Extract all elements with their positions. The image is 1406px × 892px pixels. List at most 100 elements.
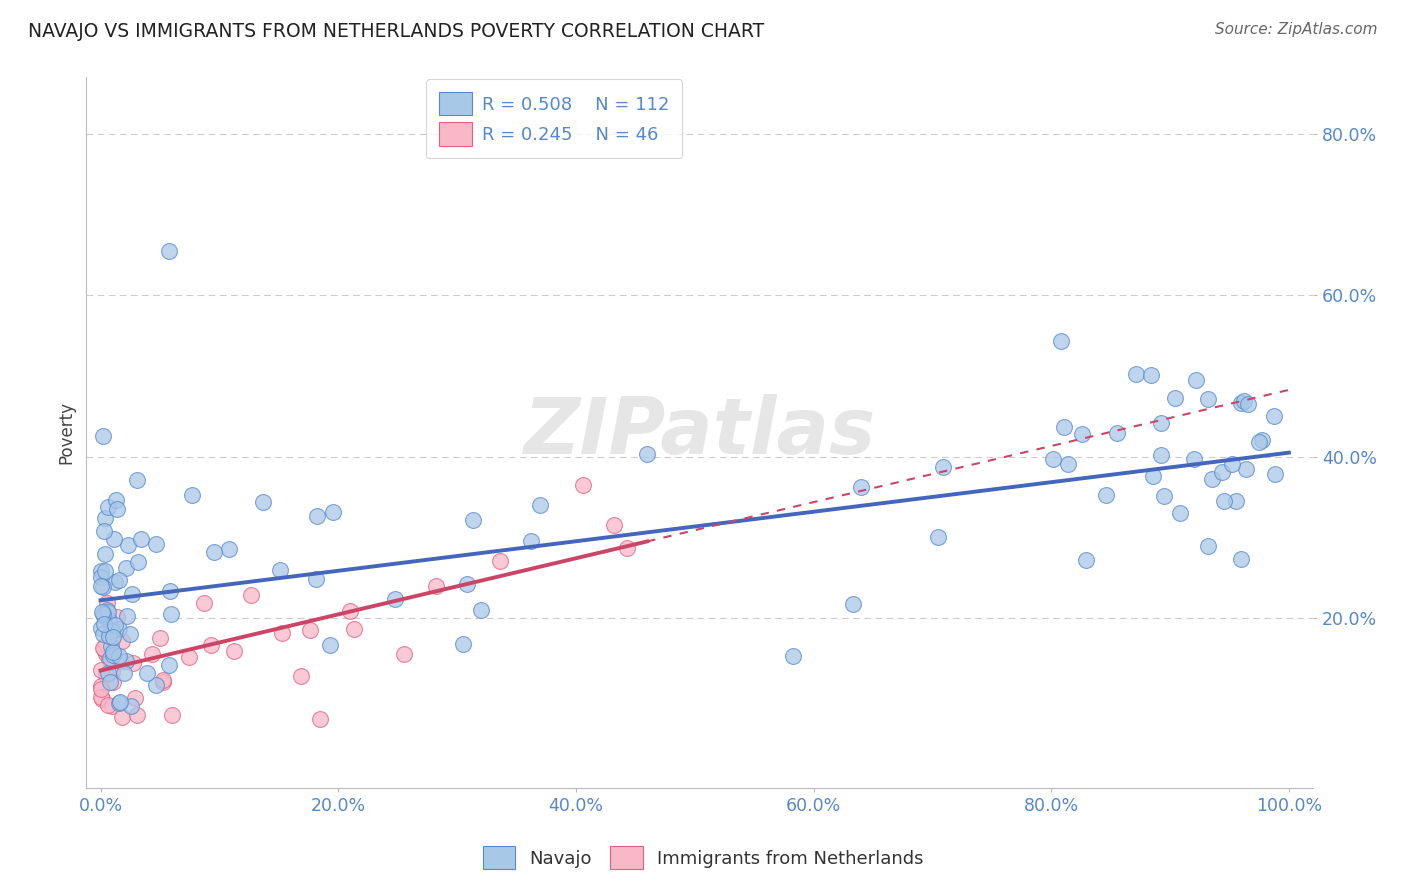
Point (1053, 420, 1076, 434)
Point (1220, 457, 1243, 471)
Point (425, 579, 447, 593)
Point (1229, 395, 1251, 409)
Point (309, 712, 332, 726)
Point (90, 692, 112, 706)
Point (1263, 409, 1285, 423)
Point (1201, 472, 1223, 486)
Point (108, 654, 131, 668)
Point (96, 698, 118, 712)
Point (121, 587, 143, 601)
Point (1050, 334, 1073, 348)
Point (1042, 451, 1064, 466)
Point (93, 642, 115, 657)
Point (1168, 506, 1191, 520)
Point (160, 707, 183, 722)
Point (91, 605, 114, 619)
Point (145, 537, 167, 551)
Point (636, 447, 658, 461)
Point (94, 547, 117, 561)
Point (97, 500, 120, 514)
Point (1233, 393, 1256, 408)
Point (94, 637, 117, 651)
Point (1153, 490, 1175, 504)
Point (104, 574, 127, 589)
Point (529, 498, 551, 512)
Point (101, 630, 124, 644)
Point (1164, 391, 1187, 405)
Point (456, 577, 478, 591)
Point (124, 691, 146, 706)
Point (1213, 494, 1236, 508)
Point (104, 618, 127, 632)
Point (103, 631, 125, 645)
Point (100, 639, 122, 653)
Point (90, 570, 112, 584)
Point (103, 645, 125, 659)
Point (97, 666, 120, 681)
Legend: R = 0.508    N = 112, R = 0.245    N = 46: R = 0.508 N = 112, R = 0.245 N = 46 (426, 79, 682, 158)
Point (105, 492, 128, 507)
Point (200, 638, 222, 652)
Point (343, 622, 366, 636)
Point (103, 532, 125, 546)
Point (108, 695, 131, 709)
Point (97, 629, 120, 643)
Point (115, 655, 138, 669)
Point (90, 681, 112, 696)
Point (1211, 465, 1233, 479)
Point (384, 592, 406, 607)
Point (94, 510, 117, 524)
Point (90, 564, 112, 578)
Point (842, 597, 865, 611)
Point (91, 580, 114, 594)
Point (1095, 488, 1118, 502)
Point (96, 647, 118, 661)
Point (319, 638, 342, 652)
Point (1197, 539, 1219, 553)
Point (160, 607, 183, 622)
Point (463, 514, 485, 528)
Point (127, 555, 149, 569)
Point (1105, 426, 1128, 441)
Point (90, 621, 112, 635)
Text: ZIPatlas: ZIPatlas (523, 394, 876, 470)
Point (136, 665, 159, 680)
Point (101, 665, 124, 679)
Point (1225, 493, 1247, 508)
Point (94, 668, 117, 682)
Point (470, 603, 492, 617)
Point (269, 563, 291, 577)
Point (1230, 552, 1253, 566)
Point (90, 679, 112, 693)
Point (932, 460, 955, 475)
Text: Source: ZipAtlas.com: Source: ZipAtlas.com (1215, 22, 1378, 37)
Point (1142, 468, 1164, 483)
Point (131, 533, 153, 547)
Point (1182, 452, 1205, 467)
Point (111, 710, 134, 724)
Point (141, 648, 163, 662)
Point (101, 699, 124, 714)
Point (122, 657, 145, 671)
Point (193, 597, 215, 611)
Point (1150, 416, 1173, 430)
Point (616, 541, 638, 556)
Y-axis label: Poverty: Poverty (58, 401, 75, 464)
Point (94, 564, 117, 578)
Point (90, 690, 112, 705)
Point (290, 669, 312, 683)
Point (1125, 368, 1147, 382)
Point (520, 533, 543, 548)
Point (1150, 448, 1173, 462)
Point (252, 495, 274, 509)
Point (224, 644, 246, 658)
Point (392, 647, 415, 661)
Point (1234, 461, 1257, 475)
Point (1249, 434, 1271, 449)
Legend: Navajo, Immigrants from Netherlands: Navajo, Immigrants from Netherlands (474, 838, 932, 879)
Point (108, 573, 131, 587)
Point (1070, 427, 1092, 442)
Point (145, 678, 167, 692)
Point (112, 666, 135, 681)
Point (782, 648, 804, 663)
